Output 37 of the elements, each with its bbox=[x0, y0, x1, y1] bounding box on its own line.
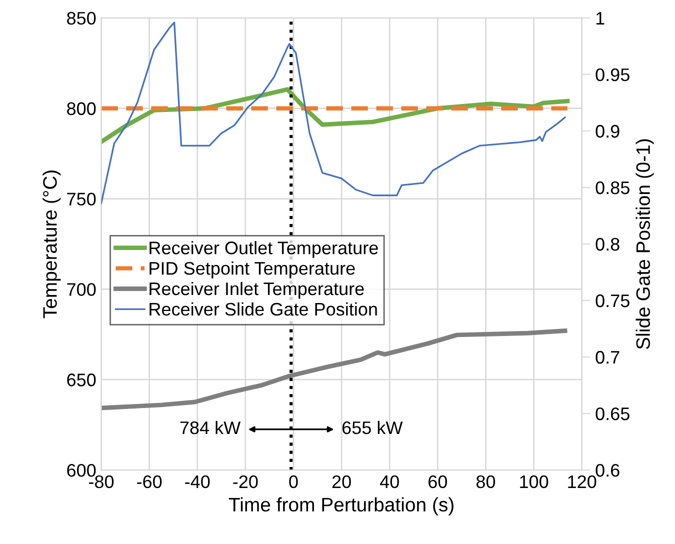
x-axis-title: Time from Perturbation (s) bbox=[228, 497, 454, 516]
y2-tick-label: 0.75 bbox=[596, 294, 630, 308]
y-tick-label: 700 bbox=[67, 283, 96, 296]
y2-tick-label: 0.65 bbox=[596, 407, 630, 420]
x-tick-label: -60 bbox=[137, 475, 162, 488]
y2-tick-label: 0.6 bbox=[596, 464, 620, 477]
legend-label: PID Setpoint Temperature bbox=[150, 262, 355, 278]
y-axis-title: Temperature (°C) bbox=[42, 170, 61, 318]
x-tick-label: -40 bbox=[185, 475, 210, 488]
x-tick-label: 20 bbox=[332, 475, 351, 488]
y2-tick-label: 0.9 bbox=[596, 124, 620, 138]
line-series bbox=[101, 328, 568, 410]
y2-tick-label: 0.7 bbox=[596, 350, 620, 364]
annotation: 655 kW bbox=[342, 420, 403, 434]
y2-tick-label: 1 bbox=[596, 12, 604, 24]
y-tick-label: 600 bbox=[67, 464, 96, 477]
x-tick-label: -80 bbox=[89, 475, 114, 488]
y-tick-label: 800 bbox=[67, 102, 96, 116]
y-tick-label: 650 bbox=[67, 374, 96, 386]
legend-label: Receiver Slide Gate Position bbox=[150, 302, 377, 316]
x-tick-label: 120 bbox=[568, 475, 596, 488]
legend-label: Receiver Inlet Temperature bbox=[150, 282, 364, 299]
y2-axis-title: Slide Gate Position (0-1) bbox=[636, 139, 654, 350]
x-tick-label: 40 bbox=[380, 475, 399, 488]
y2-tick-label: 0.95 bbox=[596, 68, 630, 82]
y-tick-label: 750 bbox=[67, 192, 96, 206]
line-series bbox=[101, 22, 566, 204]
x-tick-label: 100 bbox=[520, 475, 548, 488]
x-tick-label: 0 bbox=[289, 475, 298, 488]
legend-label: Receiver Outlet Temperature bbox=[150, 241, 378, 258]
annotation: 784 kW bbox=[180, 420, 241, 434]
x-tick-label: 60 bbox=[428, 475, 448, 488]
y2-tick-label: 0.8 bbox=[596, 238, 620, 251]
y-tick-label: 850 bbox=[67, 12, 96, 25]
x-tick-label: -20 bbox=[233, 475, 258, 488]
x-tick-label: 80 bbox=[476, 475, 496, 488]
y2-tick-label: 0.85 bbox=[596, 181, 630, 194]
